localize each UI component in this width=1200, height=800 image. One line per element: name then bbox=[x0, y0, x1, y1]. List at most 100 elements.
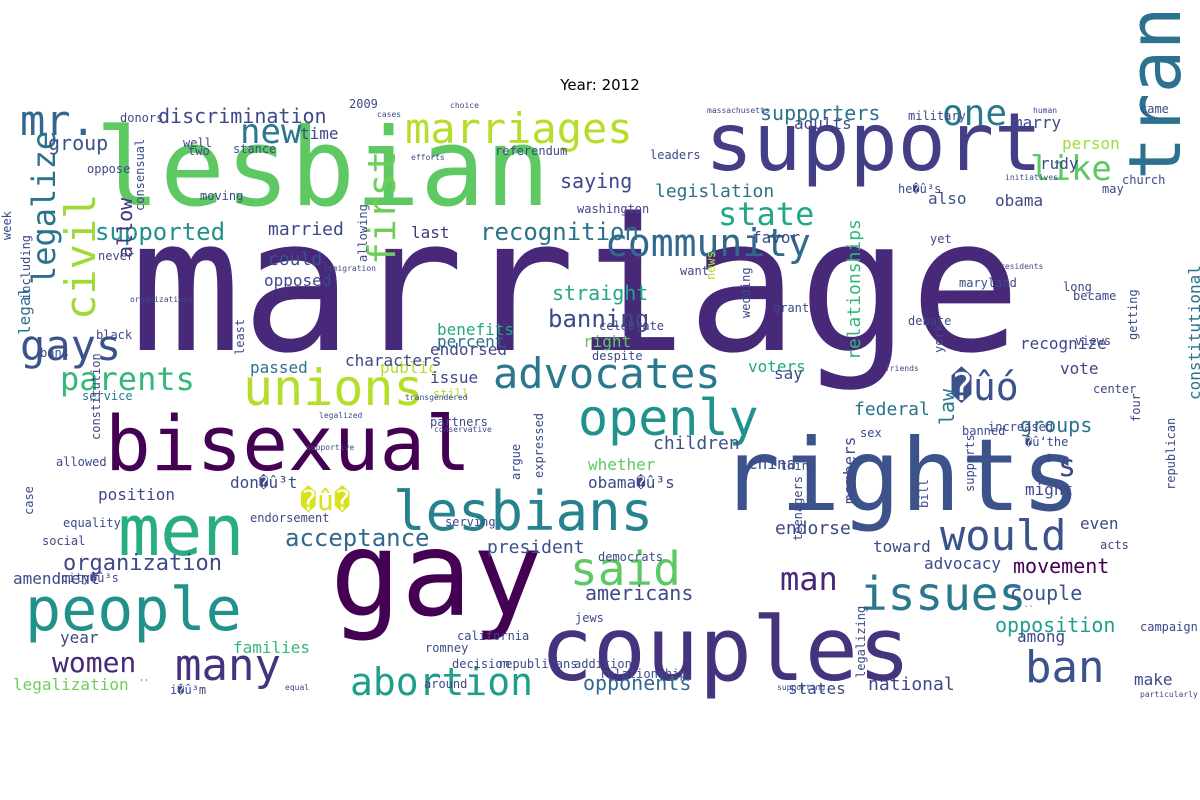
word-social-120: social bbox=[42, 534, 85, 548]
word-choice-134: choice bbox=[450, 101, 479, 110]
word-bans-126: bans bbox=[40, 346, 69, 360]
word-acceptance-37: acceptance bbox=[285, 524, 430, 552]
word-york-163: york bbox=[932, 323, 946, 353]
word-lesbians-13: lesbians bbox=[393, 480, 653, 543]
word-could-64: could bbox=[268, 249, 322, 270]
word-human-136: human bbox=[1033, 106, 1057, 115]
word-characters-192: characters bbox=[345, 351, 441, 370]
word-said-15: said bbox=[570, 542, 681, 596]
word-wedding-167: wedding bbox=[739, 267, 753, 318]
word-recognize-73: recognize bbox=[1020, 334, 1107, 353]
word-opponents-48: opponents bbox=[583, 671, 691, 695]
word-equal-197: equal bbox=[285, 683, 309, 692]
word-marry-70: marry bbox=[1013, 113, 1062, 132]
word-decision-105: decision bbox=[452, 657, 510, 671]
word-gays-17: gays bbox=[20, 321, 121, 370]
word-democrats-172: democrats bbox=[598, 550, 663, 564]
word-state-32: state bbox=[718, 195, 814, 233]
word-grant-166: grant bbox=[773, 301, 809, 315]
word-married-57: married bbox=[268, 219, 344, 240]
word-issues-26: issues bbox=[860, 567, 1026, 621]
word-transgender-10: transgender bbox=[1113, 0, 1197, 180]
word-advocacy-89: advocacy bbox=[924, 554, 1001, 573]
word-acts-156: acts bbox=[1100, 538, 1129, 552]
word-legalization-85: legalization bbox=[13, 675, 129, 694]
word-endorsed-80: endorsed bbox=[430, 340, 507, 359]
word-the-102: �û‘the bbox=[1025, 435, 1068, 449]
word-women-30: women bbox=[52, 646, 136, 679]
word-don-t-95: don�û³t bbox=[230, 473, 297, 492]
word-i-m-108: i�û³m bbox=[170, 683, 206, 697]
word-celebrate-165: celebrate bbox=[599, 319, 664, 333]
word-china-97: china bbox=[748, 454, 796, 473]
word-passed-82: passed bbox=[250, 358, 308, 377]
word-parents-28: parents bbox=[60, 360, 195, 398]
word-president-59: president bbox=[487, 537, 585, 558]
word-law-54: law bbox=[935, 388, 959, 425]
word-friends-162: friends bbox=[885, 364, 919, 373]
word-new-22: new bbox=[240, 112, 302, 152]
word-serving-173: serving bbox=[445, 515, 496, 529]
word-washington-190: washington bbox=[577, 202, 649, 216]
word-including-124: including bbox=[19, 235, 33, 300]
word-least-181: least bbox=[233, 319, 247, 355]
word-s-194: 's bbox=[1040, 449, 1076, 484]
word-allowed-122: allowed bbox=[56, 455, 107, 469]
word-civil-18: civil bbox=[56, 194, 105, 320]
word-city-s-119: city�û³s bbox=[61, 571, 119, 585]
word-relationships-61: relationships bbox=[844, 219, 865, 360]
word-like-24: like bbox=[1030, 149, 1112, 189]
word-saying-43: saying bbox=[560, 169, 632, 193]
word-americans-49: americans bbox=[585, 581, 693, 605]
word-public-75: public bbox=[380, 358, 438, 377]
word-recognition-35: recognition bbox=[480, 218, 639, 246]
word-support-2: support bbox=[705, 96, 1042, 189]
word-argue-115: argue bbox=[509, 444, 523, 480]
word-legal-63: legal bbox=[15, 287, 34, 335]
word-legalizing-169: legalizing bbox=[854, 606, 868, 678]
word-increased-158: increased bbox=[988, 420, 1053, 434]
page-title: Year: 2012 bbox=[560, 76, 640, 94]
word-straight-46: straight bbox=[552, 281, 648, 305]
word-symbol-34: �û� bbox=[300, 484, 351, 517]
word-partners-179: partners bbox=[430, 415, 488, 429]
word-endorse-58: endorse bbox=[775, 518, 851, 539]
word-legislation-44: legislation bbox=[655, 181, 774, 202]
word-became-147: became bbox=[1073, 289, 1116, 303]
word-position-96: position bbox=[98, 485, 175, 504]
word-community-14: community bbox=[605, 221, 811, 265]
word-military-139: military bbox=[908, 109, 966, 123]
word-even-100: even bbox=[1080, 514, 1119, 533]
word-republicans-106: republicans bbox=[498, 657, 577, 671]
word-marriage-0: marriage bbox=[130, 178, 1021, 394]
word-may-140: may bbox=[1102, 182, 1124, 196]
word-openly-11: openly bbox=[578, 389, 759, 447]
word-consensual-186: consensual bbox=[133, 139, 147, 211]
word-california-103: california bbox=[457, 629, 529, 643]
word-children-56: children bbox=[653, 433, 740, 454]
word-issue-76: issue bbox=[430, 368, 478, 387]
word-campaign-154: campaign bbox=[1140, 620, 1198, 634]
word-couples-4: couples bbox=[540, 598, 911, 701]
word-opposed-81: opposed bbox=[264, 271, 331, 290]
word-might-99: might bbox=[1025, 480, 1073, 499]
word-still-114: still bbox=[433, 387, 469, 401]
word-obama-68: obama bbox=[995, 191, 1043, 210]
word-think-161: think bbox=[780, 459, 817, 473]
word-say-113: say bbox=[774, 364, 803, 383]
word-views-149: views bbox=[1075, 334, 1111, 348]
word-families-83: families bbox=[233, 638, 310, 657]
word-make-92: make bbox=[1134, 670, 1173, 689]
word-symbol-196: '' bbox=[139, 678, 149, 687]
word-supporting-170: supporting bbox=[777, 683, 825, 692]
word-teenagers-168: teenagers bbox=[791, 476, 805, 541]
word-supporters-40: supporters bbox=[760, 101, 880, 125]
word-benefits-79: benefits bbox=[437, 320, 514, 339]
word-banned-157: banned bbox=[962, 424, 1005, 438]
word-massachusetts-135: massachusetts bbox=[707, 106, 770, 115]
word-immigration-183: immigration bbox=[323, 264, 376, 273]
word-national-60: national bbox=[868, 674, 955, 695]
word-yet-143: yet bbox=[930, 232, 952, 246]
word-year-86: year bbox=[60, 628, 99, 647]
